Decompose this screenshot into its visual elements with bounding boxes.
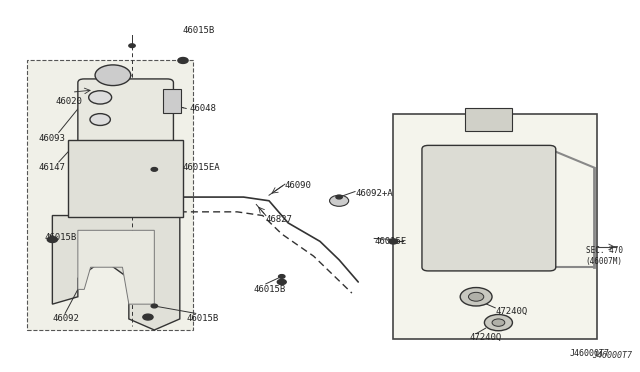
- Circle shape: [89, 91, 111, 104]
- Circle shape: [330, 195, 349, 206]
- Text: SEC. 470
(46007M): SEC. 470 (46007M): [586, 247, 623, 266]
- Text: 46093: 46093: [38, 134, 65, 142]
- Circle shape: [277, 279, 286, 285]
- FancyBboxPatch shape: [465, 108, 513, 131]
- Circle shape: [151, 304, 157, 308]
- Polygon shape: [52, 215, 180, 330]
- Circle shape: [49, 238, 56, 241]
- Circle shape: [129, 44, 135, 48]
- Text: 46092: 46092: [52, 314, 79, 323]
- Text: 46015B: 46015B: [45, 233, 77, 242]
- Text: 46020: 46020: [56, 97, 83, 106]
- Circle shape: [468, 292, 484, 301]
- Text: 46015E: 46015E: [374, 237, 406, 246]
- FancyBboxPatch shape: [68, 140, 183, 217]
- Text: 47240Q: 47240Q: [470, 333, 502, 342]
- Text: 46048: 46048: [189, 104, 216, 113]
- Circle shape: [492, 319, 505, 326]
- Circle shape: [484, 314, 513, 331]
- FancyBboxPatch shape: [78, 79, 173, 153]
- FancyBboxPatch shape: [163, 89, 181, 113]
- Circle shape: [178, 58, 188, 63]
- Text: 46015B: 46015B: [186, 314, 218, 323]
- Polygon shape: [78, 230, 154, 304]
- FancyBboxPatch shape: [27, 61, 193, 330]
- Text: J46000T7: J46000T7: [570, 350, 610, 359]
- Text: 46015B: 46015B: [253, 285, 285, 294]
- Text: J46000T7: J46000T7: [592, 350, 632, 359]
- Circle shape: [460, 288, 492, 306]
- Circle shape: [389, 239, 397, 244]
- Circle shape: [151, 167, 157, 171]
- Circle shape: [95, 65, 131, 86]
- Circle shape: [336, 195, 342, 199]
- Text: 46015EA: 46015EA: [183, 163, 221, 172]
- Text: 46827: 46827: [266, 215, 292, 224]
- Circle shape: [47, 237, 58, 243]
- Text: 46092+A: 46092+A: [355, 189, 393, 198]
- FancyBboxPatch shape: [422, 145, 556, 271]
- Text: 46147: 46147: [38, 163, 65, 172]
- Text: 47240Q: 47240Q: [495, 307, 527, 316]
- Circle shape: [143, 314, 153, 320]
- Circle shape: [278, 275, 285, 278]
- FancyBboxPatch shape: [394, 114, 597, 339]
- Circle shape: [90, 113, 110, 125]
- Text: 46015B: 46015B: [183, 26, 215, 35]
- Text: 46090: 46090: [285, 182, 312, 190]
